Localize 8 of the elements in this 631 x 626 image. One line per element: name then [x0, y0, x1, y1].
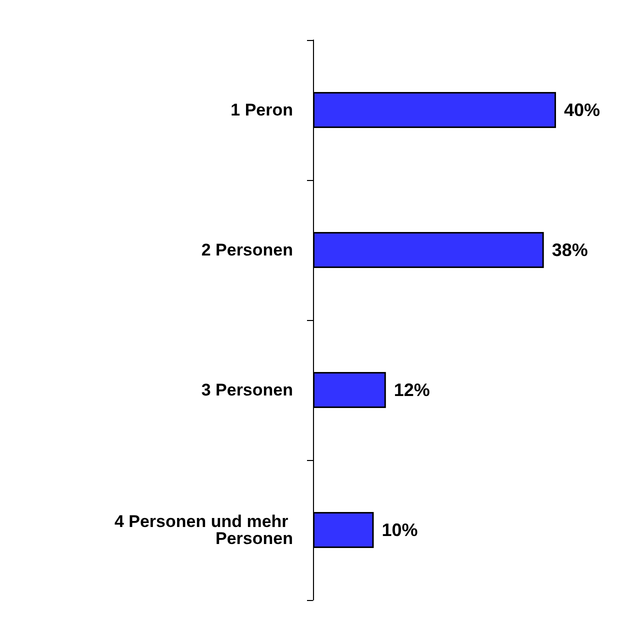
data-label: 10%: [382, 520, 418, 540]
y-tick-label: 4 Personen und mehr Personen: [114, 512, 293, 548]
y-tick-label: 1 Peron: [230, 100, 293, 120]
y-tick-label: 2 Personen: [201, 240, 293, 260]
y-tick-label: 3 Personen: [201, 380, 293, 400]
data-label: 40%: [564, 100, 600, 120]
data-label: 38%: [552, 240, 588, 260]
data-label: 12%: [394, 380, 430, 400]
